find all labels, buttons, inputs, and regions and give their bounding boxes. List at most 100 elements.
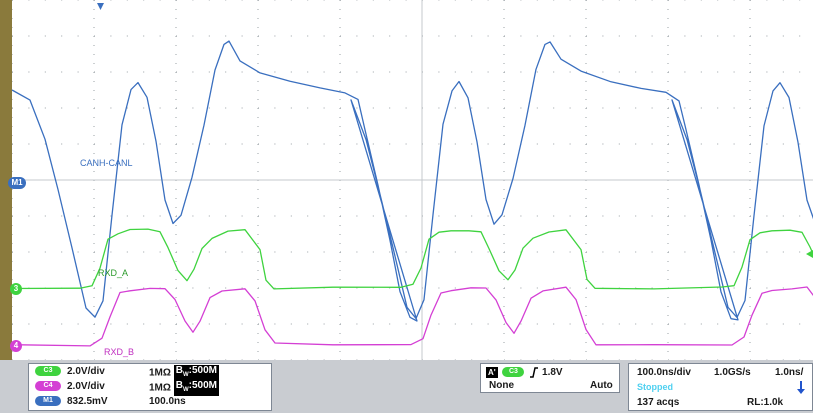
grid-dot — [749, 261, 751, 262]
waveform-display[interactable]: CANH-CANL RXD_A RXD_B M1 3 4 — [0, 0, 813, 360]
grid-dot — [700, 0, 702, 1]
grid-dot — [667, 90, 669, 91]
ch4-marker[interactable]: 4 — [10, 340, 22, 352]
time-resolution: 1.0ns/ — [775, 367, 804, 378]
grid-dot — [372, 323, 374, 325]
grid-dot — [28, 35, 30, 37]
grid-dot — [503, 117, 505, 118]
grid-dot — [143, 323, 145, 325]
grid-dot — [257, 198, 259, 199]
grid-dot — [175, 18, 177, 19]
grid-dot — [585, 306, 587, 307]
grid-dot — [487, 35, 489, 37]
grid-dot — [323, 35, 325, 37]
grid-dot — [389, 143, 391, 145]
grid-dot — [11, 153, 13, 154]
grid-dot — [503, 45, 505, 46]
grid-dot — [11, 135, 13, 136]
grid-dot — [11, 162, 13, 163]
grid-dot — [585, 135, 587, 136]
grid-dot — [618, 0, 620, 1]
grid-dot — [602, 251, 604, 253]
grid-dot — [93, 135, 95, 136]
grid-dot — [258, 0, 259, 1]
ch4-readout[interactable]: C4 2.0V/div — [35, 380, 105, 394]
grid-dot — [454, 143, 456, 145]
grid-dot — [553, 107, 555, 109]
grid-dot — [667, 45, 669, 46]
grid-dot — [749, 27, 751, 28]
grid-dot — [569, 287, 571, 289]
grid-dot — [635, 215, 637, 217]
grid-dot — [750, 323, 751, 325]
grid-dot — [438, 359, 440, 360]
grid-dot — [339, 315, 341, 316]
grid-dot — [175, 270, 177, 271]
grid-dot — [553, 323, 555, 325]
grid-dot — [257, 279, 259, 280]
ch4-bw-value: :500M — [188, 380, 217, 391]
grid-dot — [766, 71, 768, 73]
grid-dot — [586, 71, 587, 73]
grid-dot — [602, 215, 604, 217]
grid-dot — [717, 323, 719, 325]
grid-dot — [159, 215, 161, 217]
sample-rate: 1.0GS/s — [714, 367, 751, 378]
m1-marker[interactable]: M1 — [8, 177, 26, 189]
grid-dot — [750, 107, 751, 109]
grid-dot — [258, 215, 259, 217]
grid-dot — [504, 0, 505, 1]
grid-dot — [159, 251, 161, 253]
grid-dot — [602, 35, 604, 37]
trigger-level-icon[interactable] — [806, 250, 813, 258]
grid-dot — [143, 215, 145, 217]
grid-dot — [323, 251, 325, 253]
channel-readout-panel[interactable]: C3 2.0V/div 1MΩ BW:500M C4 2.0V/div 1MΩ BW… — [28, 363, 272, 411]
ch4-bw-sub: W — [182, 387, 189, 393]
grid-dot — [192, 287, 194, 289]
grid-dot — [503, 243, 505, 244]
grid-dot — [257, 54, 259, 55]
m1-readout[interactable]: M1 832.5mV — [35, 395, 108, 409]
rxd-b-trace — [11, 286, 813, 347]
grid-dot — [668, 0, 669, 1]
grid-dot — [192, 359, 194, 360]
acquisition-panel[interactable]: 100.0ns/div 1.0GS/s 1.0ns/ Stopped 137 a… — [628, 363, 813, 411]
grid-dot — [290, 35, 292, 37]
grid-dot — [94, 251, 95, 253]
grid-dot — [159, 71, 161, 73]
grid-dot — [503, 63, 505, 64]
grid-dot — [258, 35, 259, 37]
grid-dot — [143, 71, 145, 73]
grid-dot — [340, 0, 341, 1]
grid-dot — [77, 359, 79, 360]
grid-dot — [356, 143, 358, 145]
grid-dot — [717, 143, 719, 145]
grid-dot — [175, 45, 177, 46]
grid-dot — [110, 0, 112, 1]
trigger-position-icon[interactable] — [97, 3, 104, 10]
grid-dot — [208, 287, 210, 289]
grid-dot — [110, 323, 112, 325]
ch4-settings: 1MΩ BW:500M — [149, 380, 219, 396]
trigger-panel[interactable]: A' C3 1.8V None Auto — [480, 363, 620, 393]
grid-dot — [520, 323, 522, 325]
grid-dot — [323, 215, 325, 217]
grid-dot — [618, 251, 620, 253]
grid-dot — [143, 287, 145, 289]
grid-dot — [667, 198, 669, 199]
grid-dot — [749, 234, 751, 235]
trigger-coupling: None — [489, 380, 514, 391]
ch3-marker[interactable]: 3 — [10, 283, 22, 295]
ch3-readout[interactable]: C3 2.0V/div — [35, 365, 105, 379]
rxd-b-label: RXD_B — [104, 347, 135, 357]
grid-dot — [257, 306, 259, 307]
grid-dot — [750, 359, 751, 360]
grid-dot — [717, 215, 719, 217]
grid-dot — [766, 287, 768, 289]
grid-dot — [372, 0, 374, 1]
grid-dot — [208, 143, 210, 145]
grid-dot — [454, 359, 456, 360]
grid-dot — [471, 251, 473, 253]
grid-dot — [668, 143, 669, 145]
